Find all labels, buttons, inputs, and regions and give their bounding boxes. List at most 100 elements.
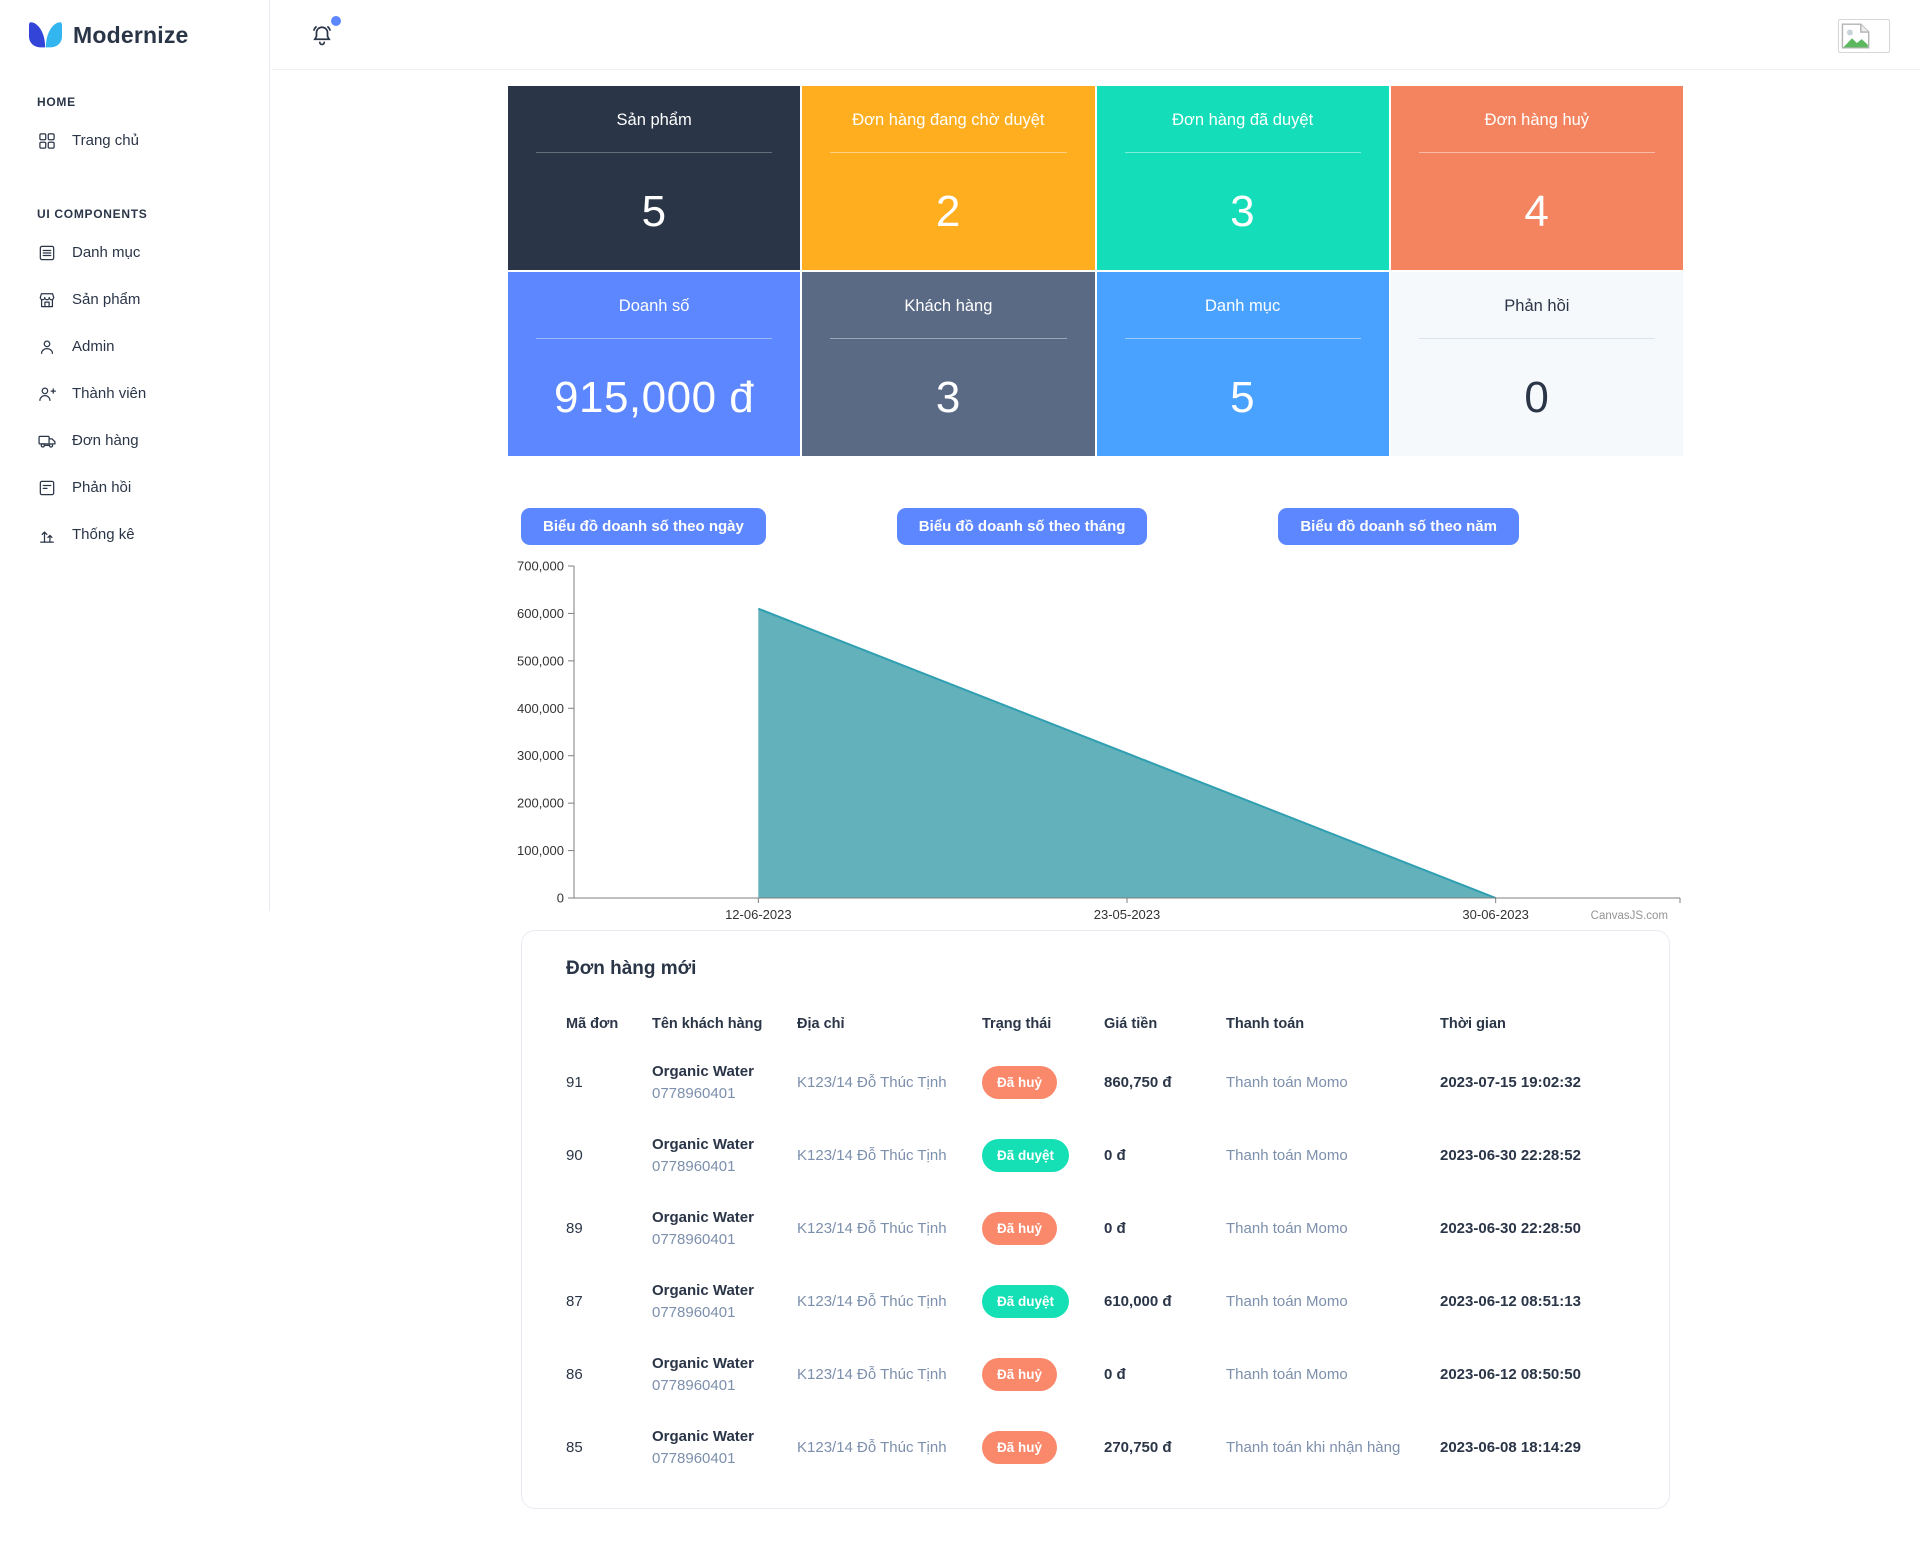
notifications-button[interactable]	[309, 22, 335, 48]
orders-table-header: Mã đơn Tên khách hàng Địa chỉ Trạng thái Giá…	[566, 1016, 1625, 1032]
order-status: Đã huỷ	[982, 1431, 1104, 1464]
modernize-logo-icon	[29, 22, 62, 48]
status-badge: Đã huỷ	[982, 1066, 1058, 1099]
stat-card-title: Đơn hàng đang chờ duyệt	[852, 111, 1045, 129]
orders-table-body: 91 Organic Water 0778960401 K123/14 Đỗ T…	[566, 1046, 1625, 1484]
order-id: 85	[566, 1439, 583, 1456]
broken-image-icon	[1841, 23, 1870, 49]
order-address: K123/14 Đỗ Thúc Tịnh	[797, 1220, 947, 1237]
svg-text:23-05-2023: 23-05-2023	[1094, 907, 1161, 922]
sidebar-item-statistics[interactable]: Thống kê	[0, 511, 269, 558]
stat-card-revenue: Doanh số 915,000 đ	[508, 272, 801, 456]
customer-phone: 0778960401	[652, 1158, 736, 1175]
sidebar-item-admin[interactable]: Admin	[0, 323, 269, 370]
sidebar-item-label: Thống kê	[72, 526, 135, 543]
stat-card-orders-pending: Đơn hàng đang chờ duyệt 2	[802, 86, 1095, 270]
chart-daily-button[interactable]: Biểu đồ doanh số theo ngày	[521, 508, 766, 545]
table-row: 87 Organic Water 0778960401 K123/14 Đỗ T…	[566, 1265, 1625, 1338]
customer-phone: 0778960401	[652, 1450, 736, 1467]
brand-logo[interactable]: Modernize	[0, 0, 269, 52]
table-row: 85 Organic Water 0778960401 K123/14 Đỗ T…	[566, 1411, 1625, 1484]
stat-card-orders-approved: Đơn hàng đã duyệt 3	[1096, 86, 1389, 270]
order-price: 270,750 đ	[1104, 1439, 1172, 1456]
sidebar-item-label: Trang chủ	[72, 132, 139, 149]
customer-phone: 0778960401	[652, 1085, 736, 1102]
store-icon	[37, 290, 57, 310]
stat-card-title: Sản phẩm	[616, 111, 692, 129]
order-payment: Thanh toán khi nhận hàng	[1226, 1439, 1401, 1456]
svg-text:600,000: 600,000	[517, 606, 564, 621]
order-customer: Organic Water 0778960401	[652, 1063, 797, 1102]
customer-name: Organic Water	[652, 1428, 754, 1445]
user-plus-icon	[37, 384, 57, 404]
order-time: 2023-06-12 08:50:50	[1440, 1366, 1581, 1383]
sidebar-nav: HOME Trang chủ UI COMPONENTS Danh mục Sả…	[0, 95, 269, 558]
column-header: Thời gian	[1440, 1016, 1506, 1032]
customer-name: Organic Water	[652, 1136, 754, 1153]
sidebar-item-products[interactable]: Sản phẩm	[0, 276, 269, 323]
feedback-icon	[37, 478, 57, 498]
chart-monthly-button[interactable]: Biểu đồ doanh số theo tháng	[896, 508, 1148, 545]
order-payment: Thanh toán Momo	[1226, 1074, 1348, 1091]
column-header: Thanh toán	[1226, 1016, 1305, 1032]
truck-icon	[37, 431, 57, 451]
chart-yearly-button[interactable]: Biểu đồ doanh số theo năm	[1278, 508, 1519, 545]
sales-area-chart: 0 100,000 200,000 300,000 400,000 500,000 600,…	[517, 559, 1681, 922]
customer-name: Organic Water	[652, 1209, 754, 1226]
customer-phone: 0778960401	[652, 1304, 736, 1321]
column-header: Trạng thái	[982, 1016, 1052, 1032]
order-time: 2023-06-12 08:51:13	[1440, 1293, 1581, 1310]
stat-card-orders-cancelled: Đơn hàng huỷ 4	[1390, 86, 1683, 270]
stat-card-title: Doanh số	[618, 297, 690, 315]
svg-text:30-06-2023: 30-06-2023	[1462, 907, 1529, 922]
sidebar-item-orders[interactable]: Đơn hàng	[0, 417, 269, 464]
order-time: 2023-07-15 19:02:32	[1440, 1074, 1581, 1091]
customer-name: Organic Water	[652, 1355, 754, 1372]
status-badge: Đã huỷ	[982, 1431, 1058, 1464]
table-row: 90 Organic Water 0778960401 K123/14 Đỗ T…	[566, 1119, 1625, 1192]
order-payment: Thanh toán Momo	[1226, 1147, 1348, 1164]
sidebar-item-feedback[interactable]: Phản hồi	[0, 464, 269, 511]
stat-card-value: 2	[935, 186, 961, 236]
sidebar-item-members[interactable]: Thành viên	[0, 370, 269, 417]
avatar[interactable]	[1838, 19, 1890, 53]
order-price: 0 đ	[1104, 1220, 1126, 1237]
column-header: Tên khách hàng	[652, 1016, 763, 1032]
sidebar-item-home[interactable]: Trang chủ	[0, 117, 269, 164]
divider	[1418, 338, 1655, 339]
order-id: 89	[566, 1220, 583, 1237]
status-badge: Đã huỷ	[982, 1212, 1058, 1245]
chart-buttons: Biểu đồ doanh số theo ngày Biểu đồ doanh …	[521, 508, 1519, 545]
order-id: 86	[566, 1366, 583, 1383]
svg-text:CanvasJS.com: CanvasJS.com	[1591, 910, 1668, 922]
order-address: K123/14 Đỗ Thúc Tịnh	[797, 1147, 947, 1164]
brand-name: Modernize	[73, 22, 189, 48]
order-status: Đã duyệt	[982, 1285, 1104, 1318]
svg-text:0: 0	[557, 891, 564, 906]
table-row: 89 Organic Water 0778960401 K123/14 Đỗ T…	[566, 1192, 1625, 1265]
sidebar-item-label: Đơn hàng	[72, 432, 139, 449]
divider	[830, 338, 1067, 339]
customer-name: Organic Water	[652, 1063, 754, 1080]
stat-card-value: 3	[1230, 186, 1256, 236]
stat-card-value: 4	[1524, 186, 1550, 236]
divider	[830, 152, 1067, 153]
svg-text:300,000: 300,000	[517, 748, 564, 763]
order-customer: Organic Water 0778960401	[652, 1136, 797, 1175]
order-price: 860,750 đ	[1104, 1074, 1172, 1091]
sidebar: Modernize HOME Trang chủ UI COMPONENTS D…	[0, 0, 270, 911]
sidebar-item-categories[interactable]: Danh mục	[0, 229, 269, 276]
status-badge: Đã duyệt	[982, 1285, 1070, 1318]
stats-grid: Sản phẩm 5 Đơn hàng đang chờ duyệt 2 Đơn…	[508, 86, 1683, 456]
svg-text:100,000: 100,000	[517, 843, 564, 858]
order-status: Đã huỷ	[982, 1358, 1104, 1391]
order-payment: Thanh toán Momo	[1226, 1366, 1348, 1383]
stat-card-title: Đơn hàng đã duyệt	[1172, 111, 1314, 129]
order-status: Đã huỷ	[982, 1066, 1104, 1099]
stat-card-customers: Khách hàng 3	[802, 272, 1095, 456]
stats-icon	[37, 525, 57, 545]
svg-text:400,000: 400,000	[517, 701, 564, 716]
user-icon	[37, 337, 57, 357]
stat-card-value: 915,000 đ	[554, 372, 755, 422]
stat-card-value: 5	[1230, 372, 1256, 422]
